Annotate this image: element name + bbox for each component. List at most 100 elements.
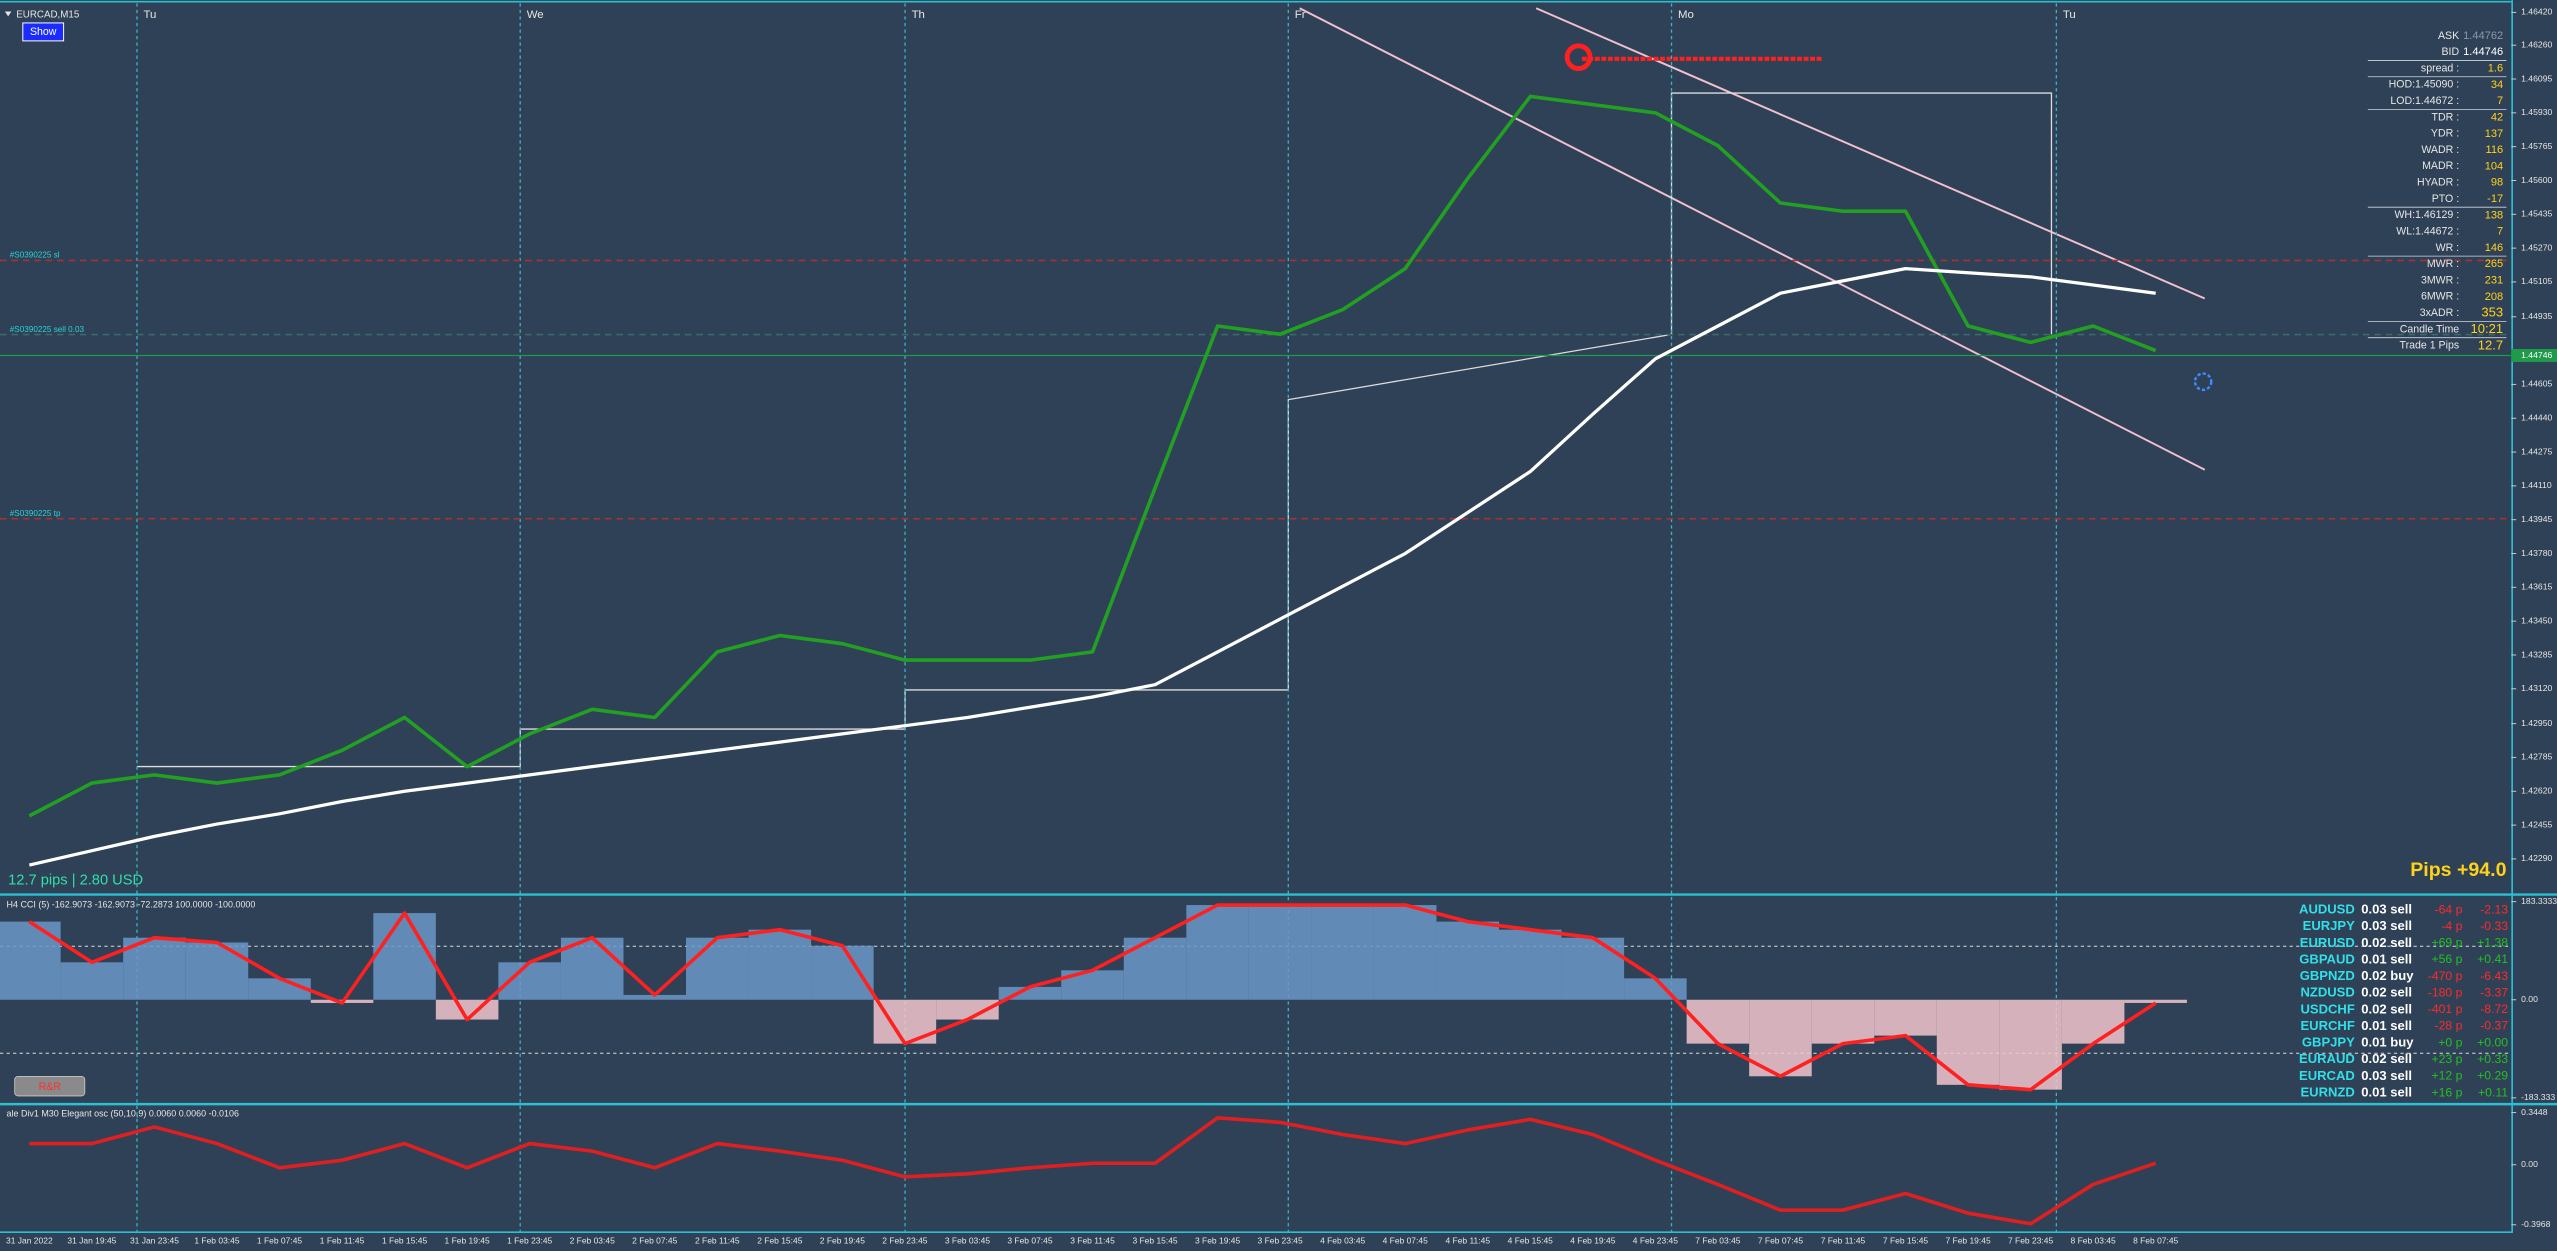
x-tick-label: 8 Feb 03:45 [2071, 1235, 2116, 1245]
y-tick-label: 1.43780 [2521, 548, 2552, 558]
y-tick-label: 1.42620 [2521, 786, 2552, 796]
y-tick-label: 183.3333 [2521, 896, 2557, 906]
position-pips: -64 p [2435, 902, 2463, 916]
rr-button[interactable] [14, 1075, 86, 1097]
histogram-bar [748, 929, 812, 1000]
histogram-bar [2124, 999, 2187, 1003]
info-label: MWR : [2427, 258, 2459, 270]
info-label: WH:1.46129 : [2394, 209, 2459, 221]
current-price-label: 1.44746 [2521, 350, 2552, 360]
info-value: 353 [2481, 305, 2503, 320]
x-tick-label: 1 Feb 07:45 [257, 1235, 302, 1245]
y-tick-label: 1.46260 [2521, 39, 2552, 49]
position-profit: -0.33 [2480, 919, 2508, 933]
day-label: Tu [2063, 9, 2076, 21]
y-tick-label: 1.45270 [2521, 242, 2552, 252]
info-label: BID [2442, 46, 2460, 58]
info-label: MADR : [2422, 160, 2459, 172]
histogram-bar [623, 994, 687, 1000]
x-tick-label: 2 Feb 19:45 [820, 1235, 865, 1245]
y-tick-label: 1.42290 [2521, 853, 2552, 863]
trade-summary: 12.7 pips | 2.80 USD [8, 873, 143, 889]
y-tick-label: 1.45765 [2521, 141, 2552, 151]
y-tick-label: 0.3448 [2521, 1107, 2548, 1117]
position-order: 0.02 sell [2361, 935, 2412, 950]
position-profit: +0.11 [2478, 1085, 2508, 1099]
histogram-bar [123, 937, 186, 1000]
info-value: 7 [2497, 95, 2503, 107]
info-value: 104 [2485, 160, 2503, 172]
series-line [28, 903, 2157, 1092]
position-pips: +16 p [2431, 1085, 2462, 1099]
x-tick-label: 31 Jan 23:45 [130, 1235, 179, 1245]
info-value: 34 [2491, 79, 2503, 91]
menu-arrow [4, 11, 12, 17]
info-label: 3MWR : [2421, 274, 2459, 286]
position-order: 0.01 sell [2361, 951, 2412, 966]
y-tick-label: 1.45600 [2521, 175, 2552, 185]
histogram-bar [560, 937, 624, 1000]
channel-line [1299, 7, 2206, 471]
histogram-bar [1561, 937, 1625, 1000]
info-label: WR : [2436, 242, 2460, 254]
info-label: spread : [2421, 62, 2459, 74]
info-value: 42 [2491, 111, 2503, 123]
info-value: 231 [2485, 275, 2503, 287]
histogram-bar [0, 921, 61, 1000]
info-value: 116 [2486, 144, 2504, 156]
y-tick-label: 0.00 [2521, 1159, 2538, 1169]
x-tick-label: 1 Feb 19:45 [445, 1235, 490, 1245]
info-value: -17 [2487, 193, 2503, 205]
indicator-title: H4 CCI (5) -162.9073 -162.9073 -72.2873 … [7, 900, 256, 910]
histogram-bar [2061, 999, 2125, 1044]
info-value: 98 [2491, 177, 2503, 189]
rr-button-label[interactable]: R&R [39, 1081, 62, 1093]
y-tick-label: 1.43285 [2521, 649, 2552, 659]
histogram-bar [686, 937, 749, 1000]
position-symbol: EURCHF [2300, 1018, 2354, 1033]
info-label: TDR : [2432, 111, 2460, 123]
order-level-label: #S0390225 sl [10, 251, 60, 260]
x-tick-label: 7 Feb 03:45 [1695, 1235, 1740, 1245]
series-line [28, 94, 2157, 818]
y-tick-label: 1.43120 [2521, 683, 2552, 693]
show-button-label[interactable]: Show [30, 26, 57, 38]
day-label: Mo [1678, 9, 1694, 21]
position-profit: +0.00 [2477, 1035, 2508, 1049]
y-tick-label: 1.43450 [2521, 615, 2552, 625]
y-tick-label: 1.45105 [2521, 276, 2552, 286]
histogram-bar [1624, 978, 1687, 1000]
histogram-bar [811, 945, 874, 1000]
position-pips: -180 p [2428, 985, 2463, 999]
info-value: 10:21 [2471, 321, 2504, 336]
position-order: 0.02 sell [2361, 985, 2412, 1000]
x-tick-label: 2 Feb 03:45 [570, 1235, 615, 1245]
info-value: 1.6 [2488, 63, 2503, 75]
position-symbol: EURCAD [2299, 1068, 2355, 1083]
x-tick-label: 2 Feb 23:45 [882, 1235, 927, 1245]
y-tick-label: -183.333 [2521, 1092, 2555, 1102]
y-tick-label: 1.44440 [2521, 413, 2552, 423]
position-order: 0.02 buy [2361, 968, 2414, 983]
x-tick-label: 1 Feb 23:45 [507, 1235, 552, 1245]
day-label: Th [912, 9, 925, 21]
position-order: 0.01 buy [2361, 1035, 2414, 1050]
histogram-bar [1874, 999, 1937, 1036]
channel-line [1535, 7, 2206, 300]
info-label: WL:1.44672 : [2396, 225, 2459, 237]
show-button[interactable] [22, 22, 65, 42]
position-profit: -6.43 [2480, 969, 2508, 983]
indicator-title: ale Div1 M30 Elegant osc (50,10,9) 0.006… [7, 1108, 239, 1118]
marker-circle [1564, 43, 1593, 72]
x-tick-label: 8 Feb 07:45 [2133, 1235, 2178, 1245]
gear-icon [2193, 372, 2213, 392]
histogram-bar [1436, 921, 1500, 1000]
x-tick-label: 7 Feb 19:45 [1945, 1235, 1990, 1245]
x-tick-label: 1 Feb 03:45 [194, 1235, 239, 1245]
position-pips: -401 p [2428, 1002, 2463, 1016]
position-profit: -2.13 [2480, 902, 2508, 916]
position-symbol: EURNZD [2300, 1084, 2354, 1099]
